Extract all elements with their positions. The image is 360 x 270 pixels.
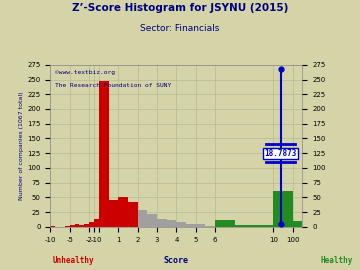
Text: The Research Foundation of SUNY: The Research Foundation of SUNY	[55, 83, 172, 88]
Bar	[133, 202, 138, 227]
Bar	[65, 226, 70, 227]
Text: 18.7873: 18.7873	[264, 149, 297, 158]
Bar	[244, 225, 249, 227]
Bar	[123, 197, 128, 227]
Text: Z’-Score Histogram for JSYNU (2015): Z’-Score Histogram for JSYNU (2015)	[72, 3, 288, 13]
Bar	[181, 222, 186, 227]
Bar	[235, 225, 239, 227]
Bar	[186, 224, 191, 227]
Y-axis label: Number of companies (1067 total): Number of companies (1067 total)	[19, 92, 24, 200]
Bar	[75, 224, 80, 227]
Bar	[172, 220, 176, 227]
Bar	[118, 197, 123, 227]
Bar	[210, 226, 215, 227]
Bar	[128, 202, 133, 227]
Bar	[167, 220, 172, 227]
Bar	[264, 225, 269, 227]
Bar	[288, 191, 293, 227]
Bar	[143, 210, 147, 227]
Bar	[70, 225, 75, 227]
Bar	[152, 214, 157, 227]
Bar	[269, 225, 273, 227]
Bar	[259, 225, 264, 227]
Bar	[249, 225, 254, 227]
Bar	[191, 224, 196, 227]
Bar	[293, 221, 298, 227]
Bar	[278, 191, 283, 227]
Bar	[157, 218, 162, 227]
Bar	[104, 81, 109, 227]
Bar	[99, 81, 104, 227]
Bar	[109, 200, 113, 227]
Bar	[230, 220, 235, 227]
Bar	[254, 225, 259, 227]
Bar	[89, 222, 94, 227]
Text: Unhealthy: Unhealthy	[52, 256, 94, 265]
Bar	[273, 191, 278, 227]
Bar	[196, 224, 201, 227]
Bar	[94, 218, 99, 227]
Bar	[201, 224, 206, 227]
Bar	[176, 222, 181, 227]
Bar	[84, 224, 89, 227]
Bar	[225, 220, 230, 227]
Bar	[113, 200, 118, 227]
Text: ©www.textbiz.org: ©www.textbiz.org	[55, 70, 116, 75]
Text: Healthy: Healthy	[320, 256, 353, 265]
Bar	[50, 226, 55, 227]
Bar	[206, 226, 210, 227]
Bar	[147, 214, 152, 227]
Bar	[283, 191, 288, 227]
Bar	[239, 225, 244, 227]
Bar	[220, 220, 225, 227]
Bar	[298, 221, 302, 227]
Bar	[162, 218, 167, 227]
Bar	[215, 220, 220, 227]
Text: Sector: Financials: Sector: Financials	[140, 24, 220, 33]
Text: Score: Score	[164, 256, 189, 265]
Bar	[80, 225, 84, 227]
Bar	[138, 210, 143, 227]
